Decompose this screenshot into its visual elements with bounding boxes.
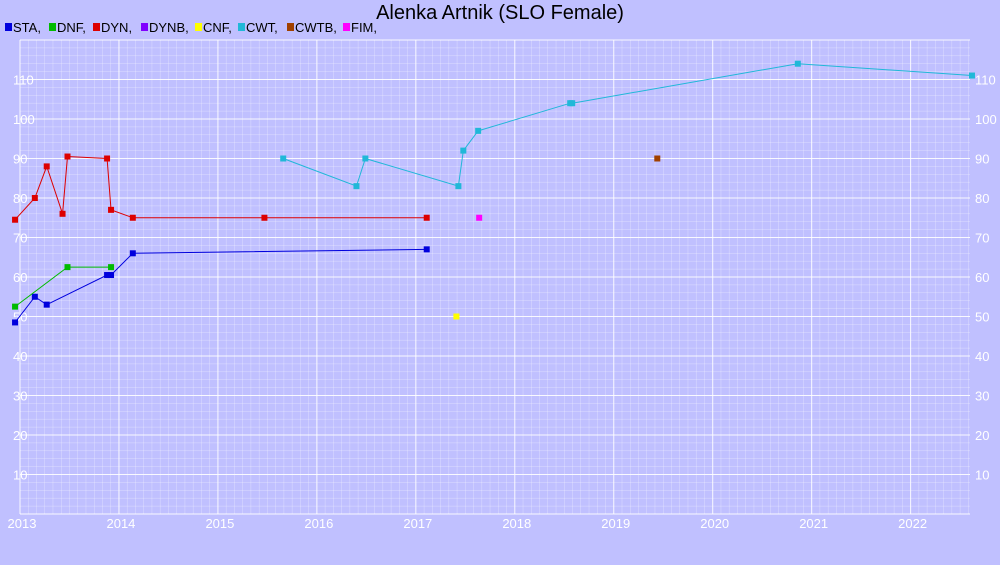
y-tick-label-right: 20 bbox=[975, 428, 989, 443]
data-point bbox=[64, 153, 71, 160]
data-point bbox=[423, 246, 430, 253]
legend-swatch bbox=[5, 23, 12, 31]
data-point bbox=[794, 60, 801, 67]
x-tick-label: 2021 bbox=[799, 516, 828, 531]
data-point bbox=[104, 272, 111, 279]
data-point bbox=[12, 303, 19, 310]
legend-label: CWT, bbox=[246, 20, 278, 35]
data-point bbox=[108, 264, 115, 271]
data-point bbox=[31, 195, 38, 201]
y-tick-label-left: 100 bbox=[13, 112, 35, 127]
legend-swatch bbox=[141, 23, 148, 31]
data-point bbox=[453, 313, 460, 320]
data-point bbox=[12, 319, 19, 326]
legend-label: DNF, bbox=[57, 20, 86, 35]
y-tick-label-left: 90 bbox=[13, 152, 27, 167]
y-tick-label-right: 30 bbox=[975, 389, 989, 404]
series-line bbox=[283, 63, 973, 187]
chart-title: Alenka Artnik (SLO Female) bbox=[376, 2, 624, 24]
legend: STA, DNF, DYN, DYNB, CNF, CWT, CWTB, FIM, bbox=[5, 20, 377, 35]
legend-label: STA, bbox=[13, 20, 41, 35]
data-point bbox=[129, 214, 136, 221]
data-point bbox=[362, 155, 369, 162]
data-point bbox=[353, 183, 360, 190]
x-tick-label: 2013 bbox=[8, 516, 37, 531]
y-tick-label-left: 40 bbox=[13, 349, 27, 364]
series-line bbox=[14, 248, 427, 323]
axis-ticks: 2013 2014 2015 2016 2017 2018 2019 2020 2021 2022… bbox=[8, 73, 997, 532]
data-point bbox=[31, 293, 38, 300]
legend-swatch bbox=[287, 23, 294, 31]
y-tick-label-left: 70 bbox=[13, 231, 27, 246]
y-tick-label-left: 20 bbox=[13, 428, 27, 443]
legend-label: FIM, bbox=[351, 20, 377, 35]
legend-label: DYN, bbox=[101, 20, 132, 35]
legend-label: DYNB, bbox=[149, 20, 189, 35]
data-point bbox=[12, 216, 19, 223]
x-tick-label: 2019 bbox=[601, 516, 630, 531]
y-tick-label-right: 110 bbox=[975, 73, 996, 88]
data-point bbox=[108, 206, 115, 213]
x-tick-label: 2016 bbox=[304, 516, 333, 531]
y-tick-label-right: 100 bbox=[975, 112, 997, 127]
legend-label: CNF, bbox=[203, 20, 232, 35]
legend-swatch bbox=[238, 23, 245, 31]
series-line bbox=[14, 156, 427, 221]
x-tick-label: 2022 bbox=[898, 516, 927, 531]
x-tick-label: 2018 bbox=[502, 516, 531, 531]
y-tick-label-right: 40 bbox=[975, 349, 989, 364]
data-point bbox=[569, 100, 576, 107]
data-point bbox=[261, 214, 268, 221]
y-tick-label-right: 90 bbox=[975, 152, 989, 167]
data-point bbox=[43, 301, 50, 308]
y-tick-label-right: 60 bbox=[975, 270, 989, 285]
grid bbox=[19, 39, 970, 515]
y-tick-label-right: 50 bbox=[975, 310, 989, 325]
data-point bbox=[108, 272, 115, 279]
x-tick-label: 2015 bbox=[205, 516, 234, 531]
legend-swatch bbox=[93, 23, 100, 31]
legend-swatch bbox=[49, 23, 56, 31]
data-point bbox=[968, 72, 975, 79]
data-point bbox=[475, 127, 482, 134]
data-point bbox=[460, 147, 467, 154]
y-tick-label-left: 30 bbox=[13, 389, 27, 404]
data-point bbox=[654, 155, 661, 162]
x-tick-label: 2017 bbox=[403, 516, 432, 531]
legend-swatch bbox=[195, 23, 202, 31]
data-point bbox=[280, 155, 287, 162]
data-point bbox=[129, 250, 136, 257]
legend-label: CWTB, bbox=[295, 20, 337, 35]
data-point bbox=[455, 183, 462, 190]
data-point bbox=[423, 214, 430, 221]
y-tick-label-right: 80 bbox=[975, 191, 989, 206]
y-tick-label-left: 60 bbox=[13, 270, 27, 285]
y-tick-label-left: 10 bbox=[13, 468, 27, 483]
data-point bbox=[64, 264, 71, 271]
data-point bbox=[59, 210, 66, 217]
y-tick-label-right: 10 bbox=[975, 468, 989, 483]
data-point bbox=[476, 214, 483, 221]
legend-swatch bbox=[343, 23, 350, 31]
y-tick-label-right: 70 bbox=[975, 231, 989, 246]
data-point bbox=[43, 163, 50, 170]
x-tick-label: 2020 bbox=[700, 516, 729, 531]
y-tick-label-left: 110 bbox=[13, 73, 34, 88]
y-tick-label-left: 80 bbox=[13, 191, 27, 206]
data-point bbox=[104, 155, 111, 162]
x-tick-label: 2014 bbox=[106, 516, 135, 531]
series-layer bbox=[12, 60, 975, 326]
